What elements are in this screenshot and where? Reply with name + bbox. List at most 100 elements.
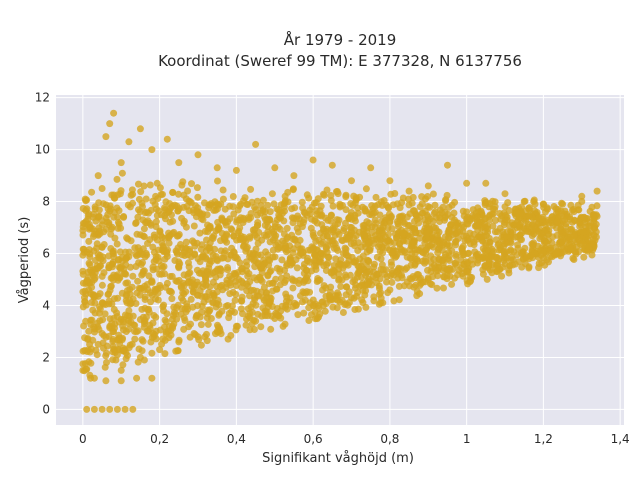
data-point (125, 138, 133, 146)
data-point (473, 222, 481, 230)
data-point (250, 274, 258, 282)
data-point (335, 230, 343, 238)
data-point (79, 360, 87, 368)
data-point (434, 249, 442, 257)
data-point (213, 328, 221, 335)
data-point (443, 266, 451, 274)
data-point (368, 202, 376, 210)
data-point (215, 224, 223, 232)
data-point (309, 156, 317, 164)
data-point (140, 317, 148, 325)
data-point (124, 201, 132, 209)
data-point (104, 211, 112, 219)
data-point (477, 207, 485, 215)
data-point (553, 218, 561, 226)
data-point (406, 246, 414, 254)
data-point (378, 230, 386, 238)
data-point (131, 335, 139, 343)
data-point (390, 297, 398, 305)
data-point (271, 253, 279, 261)
data-point (244, 305, 252, 313)
data-point (539, 250, 547, 257)
data-point (278, 302, 286, 310)
data-point (136, 125, 144, 133)
data-point (227, 332, 235, 339)
data-point (278, 256, 286, 264)
data-point (403, 253, 411, 261)
data-point (122, 328, 130, 335)
data-point (317, 240, 325, 248)
data-point (162, 330, 170, 338)
data-point (231, 296, 239, 304)
data-point (87, 224, 94, 231)
data-point (290, 172, 298, 180)
data-point (214, 218, 222, 226)
data-point (107, 283, 115, 291)
data-point (228, 244, 236, 252)
data-point (120, 270, 128, 278)
data-point (278, 274, 285, 282)
data-point (428, 281, 436, 289)
data-point (212, 252, 220, 260)
data-point (204, 228, 212, 236)
data-point (352, 281, 360, 289)
data-point (128, 340, 136, 348)
data-point (85, 259, 93, 267)
data-point (219, 186, 227, 194)
data-point (218, 214, 226, 222)
data-point (83, 348, 91, 355)
data-point (324, 216, 332, 224)
data-point (482, 198, 490, 206)
data-point (82, 290, 90, 298)
data-point (440, 239, 448, 247)
data-point (161, 255, 169, 263)
data-point (110, 213, 118, 221)
data-point (115, 207, 123, 215)
data-point (111, 194, 119, 202)
data-point (354, 305, 362, 313)
data-point (88, 299, 95, 306)
data-point (424, 213, 432, 221)
data-point (180, 203, 187, 211)
data-point (294, 311, 302, 319)
data-point (342, 291, 350, 299)
data-point (116, 248, 124, 256)
data-point (203, 330, 210, 338)
data-point (95, 199, 103, 207)
data-point (113, 309, 121, 317)
data-point (214, 296, 222, 304)
data-point (448, 280, 456, 288)
data-point (276, 281, 284, 289)
data-point (148, 333, 156, 341)
data-point (227, 225, 235, 233)
data-point (79, 231, 87, 239)
data-point (222, 302, 230, 310)
data-point (271, 315, 279, 322)
data-point (364, 281, 372, 289)
data-point (226, 290, 234, 298)
data-point (522, 207, 530, 215)
data-point (189, 237, 196, 245)
data-point (88, 188, 96, 196)
data-point (333, 188, 341, 195)
data-point (185, 270, 193, 277)
data-point (202, 253, 209, 261)
data-point (183, 303, 191, 311)
data-point (348, 294, 355, 302)
data-point (361, 231, 369, 239)
data-point (411, 229, 419, 237)
data-point (137, 188, 145, 196)
data-point (324, 253, 332, 261)
data-point (350, 234, 358, 242)
data-point (83, 276, 91, 284)
data-point (169, 230, 177, 238)
scatter-points (79, 109, 601, 413)
data-point (268, 190, 276, 198)
data-point (580, 253, 588, 261)
data-point (348, 253, 356, 261)
data-point (145, 272, 153, 280)
data-point (465, 249, 473, 257)
data-point (362, 185, 370, 193)
data-point (160, 307, 167, 315)
data-point (543, 256, 551, 264)
